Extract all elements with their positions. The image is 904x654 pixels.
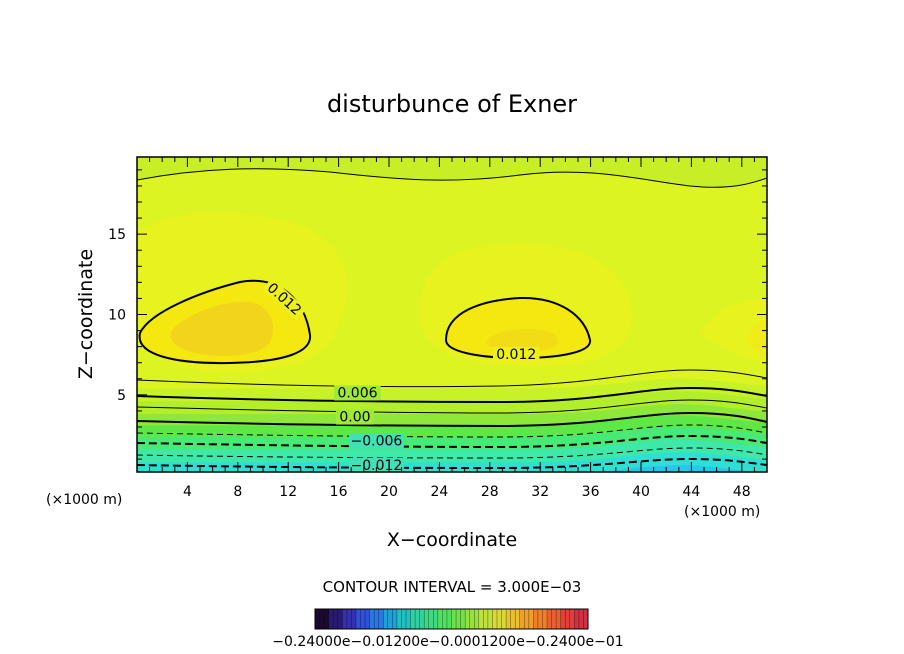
contour-0012-left: [138, 279, 312, 365]
x-tick-label: 16: [330, 484, 348, 500]
contour-label: 0.00: [339, 410, 370, 426]
contour-m0006: [137, 434, 767, 449]
y-tick-label: 15: [108, 227, 126, 243]
contour-0000: [137, 411, 767, 428]
contour-m0003: [137, 424, 767, 438]
top-contour-line: [137, 168, 767, 188]
colorbar-segment: [519, 609, 534, 629]
contour-label: 0.012: [496, 347, 536, 363]
x-tick-label: 4: [183, 484, 192, 500]
x-unit-left: (×1000 m): [46, 492, 122, 508]
contour-label: 0.006: [337, 385, 377, 401]
colorbar-segment: [328, 609, 343, 629]
x-tick-label: 28: [481, 484, 499, 500]
x-unit-right: (×1000 m): [684, 504, 760, 520]
top-band-fill: [137, 157, 767, 188]
colorbar-segment: [451, 609, 466, 629]
colorbar-segment: [560, 609, 575, 629]
x-tick-label: 32: [531, 484, 549, 500]
x-axis-label: X−coordinate: [387, 529, 517, 551]
colorbar-segment: [547, 609, 562, 629]
colorbar-labels: −0.24000e−0.01200e−0.0001200e−0.2400e−01: [272, 634, 623, 650]
colorbar-segment: [342, 609, 357, 629]
contour-label-bg: [348, 457, 404, 472]
y-axis-label: Z−coordinate: [75, 249, 97, 379]
high-cell-left-core: [170, 301, 274, 356]
colorbar-segment: [492, 609, 507, 629]
colorbar-segment: [478, 609, 493, 629]
colorbar-segment: [465, 609, 480, 629]
colorbar-segment: [437, 609, 452, 629]
high-cell-mid-core: [486, 329, 559, 352]
x-tick-label: 24: [430, 484, 448, 500]
x-tick-label: 8: [233, 484, 242, 500]
colorbar-segment: [506, 609, 521, 629]
contour-0003: [137, 399, 767, 414]
contour-0012-mid: [444, 296, 591, 360]
x-axis-ticks: 4 8 12 16 20 24 28 32 36 40 44 48: [149, 157, 755, 500]
x-tick-label: 12: [279, 484, 297, 500]
x-tick-label: 48: [733, 484, 751, 500]
y-tick-label: 5: [117, 388, 126, 404]
contour-0006: [137, 386, 767, 404]
contour-label-bg: [348, 433, 404, 449]
x-tick-label: 20: [380, 484, 398, 500]
colorbar-segment: [396, 609, 412, 629]
colorbar: [314, 608, 589, 630]
chart-title: disturbunce of Exner: [327, 90, 577, 118]
y-axis-ticks: 5 10 15: [108, 169, 767, 460]
colorbar-segment: [355, 609, 371, 629]
colorbar-segment: [533, 609, 548, 629]
x-tick-label: 44: [682, 484, 700, 500]
contour-label: −0.006: [350, 434, 402, 450]
yellow-region-right: [700, 299, 767, 362]
contour-interval: CONTOUR INTERVAL = 3.000E−03: [323, 578, 582, 596]
x-tick-label: 40: [632, 484, 650, 500]
colorbar-frame: [314, 608, 589, 630]
x-tick-label: 36: [582, 484, 600, 500]
y-tick-label: 10: [108, 308, 126, 324]
color-bands: [137, 365, 767, 472]
contour-m0012: [137, 457, 767, 470]
contour-label-bg: [261, 277, 307, 321]
colorbar-segment: [369, 609, 384, 629]
colorbar-segment: [383, 609, 398, 629]
colorbar-segment: [410, 609, 425, 629]
contour-label-bg: [335, 409, 374, 425]
contour-m0009: [137, 447, 767, 459]
contour-label-bg: [334, 385, 381, 401]
contour-label-bg: [493, 346, 540, 362]
colorbar-segment: [574, 609, 589, 629]
contour-0009: [137, 369, 767, 388]
colorbar-segment: [315, 609, 330, 629]
colorbar-segment: [424, 609, 439, 629]
